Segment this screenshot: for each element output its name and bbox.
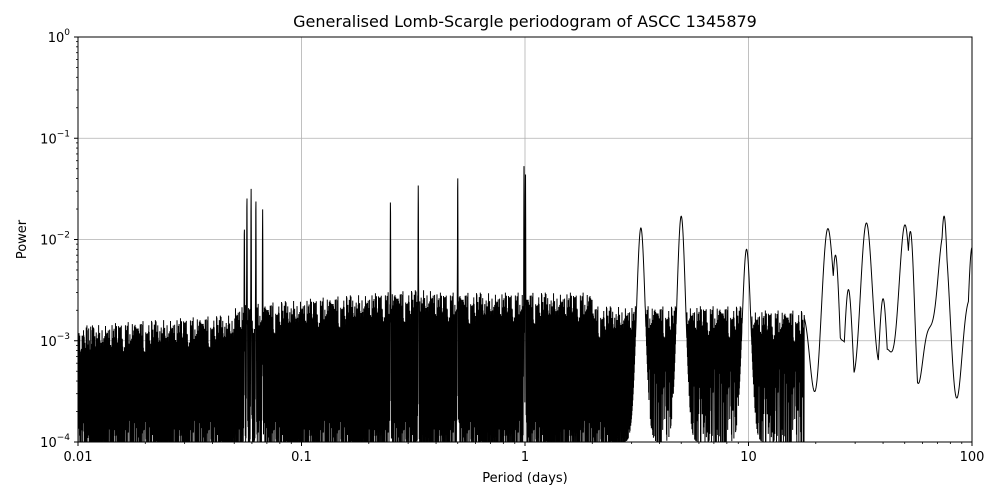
y-tick-label: 10−3 (40, 332, 70, 350)
y-axis-label: Power (15, 219, 30, 259)
y-tick-label: 10−2 (40, 231, 70, 249)
y-tick-label: 10−1 (40, 129, 70, 147)
series-group (78, 166, 972, 442)
x-tick-label: 0.1 (291, 450, 312, 465)
chart-title: Generalised Lomb-Scargle periodogram of … (293, 12, 757, 31)
periodogram-line (78, 166, 972, 442)
x-axis-label: Period (days) (482, 471, 568, 486)
x-tick-label: 10 (740, 450, 757, 465)
y-tick-label: 100 (48, 28, 71, 46)
x-tick-label: 100 (960, 450, 985, 465)
y-tick-label: 10−4 (40, 433, 70, 451)
x-tick-label: 1 (521, 450, 529, 465)
x-tick-label: 0.01 (64, 450, 93, 465)
